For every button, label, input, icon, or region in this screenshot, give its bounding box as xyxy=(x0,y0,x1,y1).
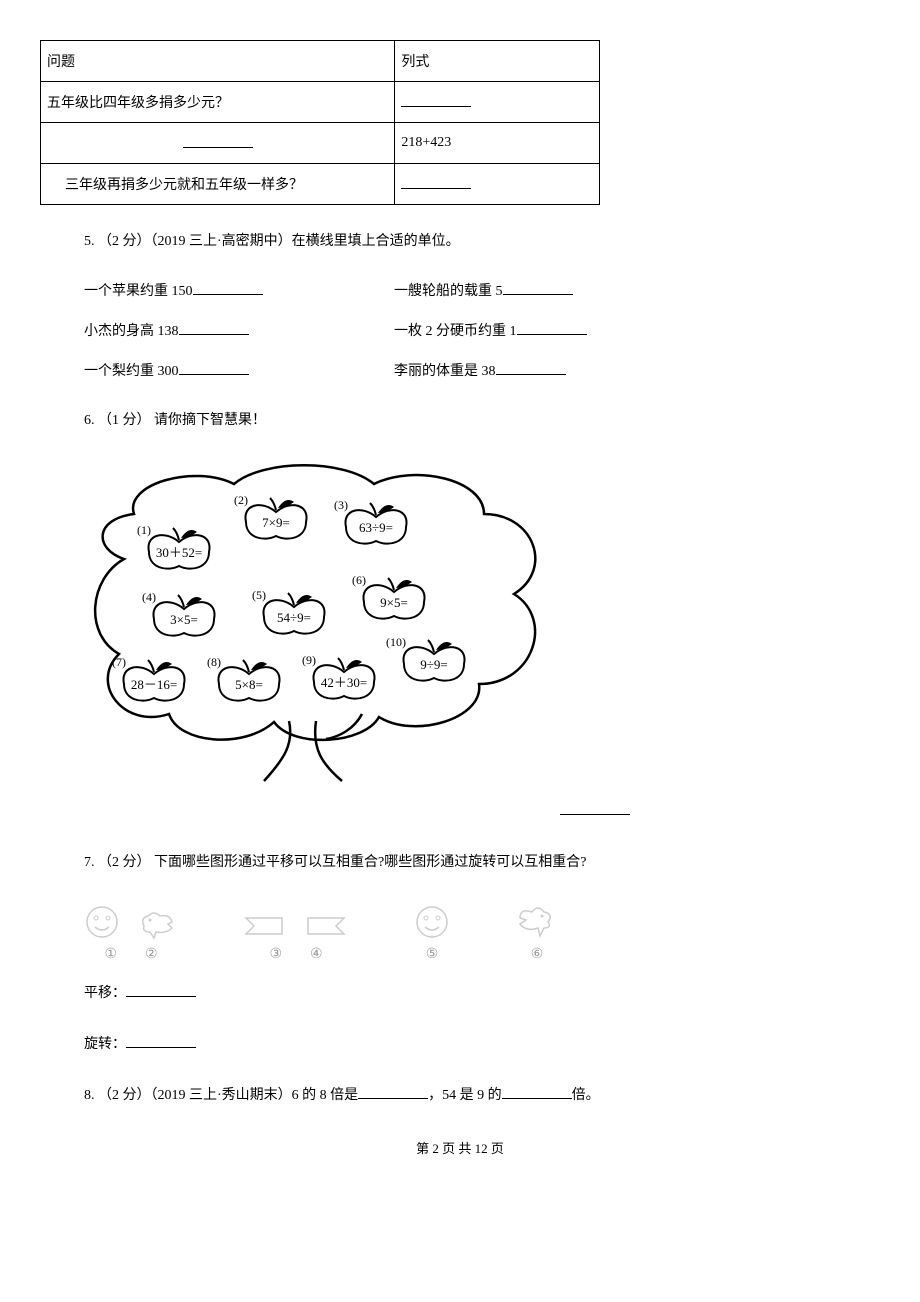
blank[interactable] xyxy=(560,800,630,815)
svg-text:(5): (5) xyxy=(252,588,266,602)
q6-head: 6. （1 分） 请你摘下智慧果！ xyxy=(84,408,880,433)
blank[interactable] xyxy=(358,1084,428,1099)
svg-text:7×9=: 7×9= xyxy=(262,515,290,530)
q5-line1: 一个苹果约重 150 一艘轮船的载重 5 xyxy=(84,280,880,300)
blank[interactable] xyxy=(503,280,573,295)
q5-l3: 一个梨约重 300 xyxy=(84,364,179,379)
q8: 8. （2 分）（2019 三上·秀山期末）6 的 8 倍是 ，54 是 9 的 倍… xyxy=(84,1083,880,1108)
svg-text:3×5=: 3×5= xyxy=(170,612,198,627)
svg-text:(7): (7) xyxy=(112,655,126,669)
svg-text:(6): (6) xyxy=(352,573,366,587)
svg-text:42＋30=: 42＋30= xyxy=(321,675,367,690)
q5-r1: 一艘轮船的载重 5 xyxy=(394,284,503,299)
q5-r2: 一枚 2 分硬币约重 1 xyxy=(394,324,517,339)
shape-banner-2 xyxy=(304,912,350,940)
q5-line2: 小杰的身高 138 一枚 2 分硬币约重 1 xyxy=(84,320,880,340)
blank[interactable] xyxy=(193,280,263,295)
donation-table: 问题 列式 五年级比四年级多捐多少元？ 218+423 三年级再捐多少元就和五年… xyxy=(40,40,600,205)
cell-q3: 三年级再捐多少元就和五年级一样多？ xyxy=(41,164,395,205)
svg-text:(9): (9) xyxy=(302,653,316,667)
svg-text:9×5=: 9×5= xyxy=(380,595,408,610)
blank[interactable] xyxy=(496,360,566,375)
q5-r3: 李丽的体重是 38 xyxy=(394,364,496,379)
q7-shapes: ① ② ③ ④ xyxy=(84,902,880,963)
q8-p3: 倍。 xyxy=(572,1088,600,1103)
q7-ans1: 平移： xyxy=(84,981,880,1006)
wisdom-tree: 30＋52= (1) 7×9= (2) 63÷9= (3) 3×5= (4) 54÷9= (5) 9… xyxy=(84,459,880,794)
blank[interactable] xyxy=(183,133,253,148)
svg-text:(10): (10) xyxy=(386,635,406,649)
svg-text:(1): (1) xyxy=(137,523,151,537)
table-row: 五年级比四年级多捐多少元？ xyxy=(41,82,600,123)
shape-bird-2 xyxy=(514,902,560,940)
q7-ans1-label: 平移： xyxy=(84,986,126,1001)
shape-label-2: ② xyxy=(145,946,158,963)
blank[interactable] xyxy=(179,320,249,335)
blank[interactable] xyxy=(179,360,249,375)
q8-p2: ，54 是 9 的 xyxy=(428,1088,502,1103)
q7-ans2: 旋转： xyxy=(84,1032,880,1057)
q5-l2: 小杰的身高 138 xyxy=(84,324,179,339)
q8-p1: 8. （2 分）（2019 三上·秀山期末）6 的 8 倍是 xyxy=(84,1088,358,1103)
cell-a3 xyxy=(395,164,600,205)
q5-l1: 一个苹果约重 150 xyxy=(84,284,193,299)
blank[interactable] xyxy=(401,92,471,107)
q7-head: 7. （2 分） 下面哪些图形通过平移可以互相重合?哪些图形通过旋转可以互相重合… xyxy=(84,850,880,875)
th-formula: 列式 xyxy=(395,41,600,82)
svg-text:(8): (8) xyxy=(207,655,221,669)
blank[interactable] xyxy=(401,174,471,189)
svg-text:54÷9=: 54÷9= xyxy=(277,610,311,625)
shape-bird-1 xyxy=(136,904,178,940)
svg-text:30＋52=: 30＋52= xyxy=(156,545,202,560)
cell-a2: 218+423 xyxy=(395,123,600,164)
blank[interactable] xyxy=(502,1084,572,1099)
shape-label-4: ④ xyxy=(310,946,323,963)
q7-ans2-label: 旋转： xyxy=(84,1037,126,1052)
shape-label-3: ③ xyxy=(269,946,282,963)
shape-circle-face-2 xyxy=(414,904,450,940)
q5-line3: 一个梨约重 300 李丽的体重是 38 xyxy=(84,360,880,380)
cell-q2 xyxy=(41,123,395,164)
shape-circle-face-1 xyxy=(84,904,120,940)
cell-a1 xyxy=(395,82,600,123)
shape-label-5: ⑤ xyxy=(426,946,439,963)
shape-label-6: ⑥ xyxy=(531,946,544,963)
q6-answer-blank-row xyxy=(560,800,880,820)
cell-q1: 五年级比四年级多捐多少元？ xyxy=(41,82,395,123)
svg-text:28－16=: 28－16= xyxy=(131,677,177,692)
svg-text:(4): (4) xyxy=(142,590,156,604)
svg-text:(3): (3) xyxy=(334,498,348,512)
table-row: 三年级再捐多少元就和五年级一样多？ xyxy=(41,164,600,205)
th-question: 问题 xyxy=(41,41,395,82)
svg-text:5×8=: 5×8= xyxy=(235,677,263,692)
shape-label-1: ① xyxy=(104,946,117,963)
blank[interactable] xyxy=(517,320,587,335)
svg-text:9÷9=: 9÷9= xyxy=(420,657,447,672)
svg-text:63÷9=: 63÷9= xyxy=(359,520,393,535)
page-footer: 第 2 页 共 12 页 xyxy=(40,1138,880,1157)
table-row: 218+423 xyxy=(41,123,600,164)
svg-text:(2): (2) xyxy=(234,493,248,507)
blank[interactable] xyxy=(126,982,196,997)
q5-head: 5. （2 分）（2019 三上·高密期中）在横线里填上合适的单位。 xyxy=(84,229,880,254)
blank[interactable] xyxy=(126,1033,196,1048)
shape-banner-1 xyxy=(242,912,288,940)
